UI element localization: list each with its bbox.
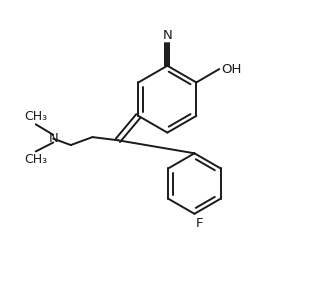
Text: OH: OH	[221, 63, 242, 76]
Text: CH₃: CH₃	[24, 153, 47, 166]
Text: F: F	[196, 217, 204, 230]
Text: N: N	[48, 132, 58, 145]
Text: CH₃: CH₃	[24, 110, 47, 123]
Text: N: N	[163, 29, 172, 42]
